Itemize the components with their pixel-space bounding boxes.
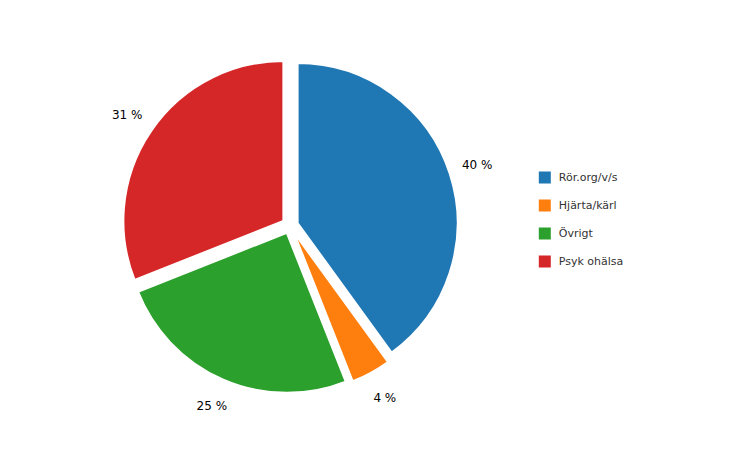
legend-label: Övrigt	[559, 227, 594, 240]
pie-slice	[298, 63, 458, 352]
legend-swatch	[539, 200, 551, 212]
legend-label: Rör.org/v/s	[559, 171, 618, 184]
legend-swatch	[539, 172, 551, 184]
data-label: 31 %	[112, 108, 143, 122]
legend-item: Rör.org/v/s	[539, 171, 618, 184]
data-label: 40 %	[462, 158, 493, 172]
chart: 40 % 4 % 25 % 31 % Rör.org/v/s Hjärta/kärl Övr…	[0, 0, 753, 451]
legend-swatch	[539, 228, 551, 240]
legend-swatch	[539, 256, 551, 268]
legend-item: Hjärta/kärl	[539, 199, 617, 212]
legend-label: Psyk ohälsa	[559, 255, 624, 268]
legend-item: Övrigt	[539, 227, 594, 240]
legend-item: Psyk ohälsa	[539, 255, 624, 268]
legend: Rör.org/v/s Hjärta/kärl Övrigt Psyk ohälsa	[539, 171, 624, 268]
data-label: 25 %	[197, 399, 228, 413]
data-label: 4 %	[373, 391, 396, 405]
pie-slice	[123, 61, 283, 280]
pie	[123, 61, 457, 393]
data-labels: 40 % 4 % 25 % 31 %	[112, 108, 492, 413]
legend-label: Hjärta/kärl	[559, 199, 617, 212]
